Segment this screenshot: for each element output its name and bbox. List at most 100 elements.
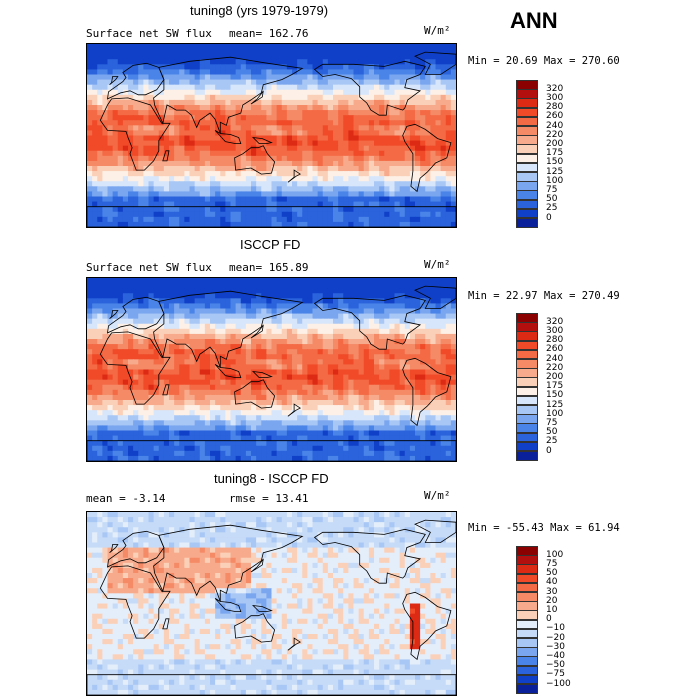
map-cell — [189, 125, 196, 132]
map-cell — [184, 155, 191, 162]
map-cell — [158, 155, 165, 162]
map-cell — [148, 369, 155, 376]
map-cell — [225, 110, 232, 116]
map-cell — [399, 171, 406, 177]
map-cell — [245, 64, 252, 71]
map-cell — [450, 359, 456, 366]
map-cell — [153, 206, 160, 213]
map-cell — [194, 354, 201, 360]
map-cell — [292, 176, 298, 182]
map-cell — [420, 130, 426, 137]
map-cell — [374, 84, 380, 91]
map-cell — [420, 293, 426, 299]
map-cell — [368, 201, 375, 208]
map-cell — [286, 140, 293, 147]
map-cell — [153, 79, 160, 86]
map-cell — [430, 110, 437, 116]
map-cell — [169, 211, 175, 218]
map-cell — [230, 135, 237, 142]
map-cell — [368, 211, 375, 218]
map-cell — [302, 216, 308, 223]
map-cell — [394, 44, 401, 50]
map-cell — [148, 405, 155, 411]
map-cell — [425, 105, 431, 111]
map-cell — [220, 150, 226, 157]
map-cell — [276, 44, 283, 50]
map-cell — [322, 405, 329, 411]
map-cell — [302, 293, 308, 299]
map-cell — [122, 64, 129, 71]
map-cell — [307, 318, 314, 325]
map-cell — [435, 400, 442, 406]
map-cell — [230, 196, 237, 203]
map-cell — [251, 425, 257, 432]
map-cell — [138, 166, 144, 172]
map-cell — [415, 64, 421, 71]
map-cell — [420, 318, 426, 325]
map-cell — [225, 44, 232, 50]
map-cell — [368, 94, 375, 101]
map-cell — [169, 298, 175, 305]
map-cell — [409, 206, 416, 213]
map-cell — [317, 303, 324, 310]
map-cell — [204, 64, 211, 71]
map-cell — [194, 54, 201, 60]
map-cell — [112, 186, 119, 193]
map-cell — [343, 339, 349, 345]
map-cell — [322, 293, 329, 299]
map-cell — [343, 216, 349, 223]
map-cell — [409, 94, 416, 101]
map-cell — [245, 333, 252, 340]
map-cell — [194, 171, 201, 177]
map-cell — [348, 166, 355, 172]
map-cell — [297, 216, 303, 223]
map-cell — [204, 364, 211, 371]
map-cell — [251, 110, 257, 116]
map-cell — [169, 384, 175, 391]
map-cell — [348, 181, 355, 187]
map-cell — [292, 99, 298, 106]
map-cell — [256, 313, 262, 320]
map-cell — [220, 44, 226, 50]
map-cell — [384, 298, 390, 305]
map-cell — [158, 364, 165, 371]
map-cell — [235, 303, 242, 310]
map-cell — [256, 288, 262, 294]
map-cell — [440, 54, 447, 60]
map-cell — [435, 359, 442, 366]
map-cell — [276, 359, 283, 366]
map-cell — [112, 405, 119, 411]
map-cell — [261, 384, 267, 391]
map-cell — [276, 379, 283, 386]
map-cell — [271, 420, 278, 427]
map-cell — [230, 84, 237, 91]
map-cell — [302, 318, 308, 325]
map-cell — [158, 125, 165, 132]
map-cell — [133, 333, 139, 340]
map-cell — [353, 206, 360, 213]
map-cell — [133, 430, 139, 437]
map-cell — [348, 201, 355, 208]
map-cell — [271, 400, 278, 406]
map-cell — [189, 405, 196, 411]
map-cell — [281, 308, 288, 315]
map-cell — [169, 364, 175, 371]
map-cell — [384, 44, 390, 50]
map-cell — [189, 278, 196, 284]
map-cell — [384, 354, 390, 360]
map-cell — [353, 425, 360, 432]
map-cell — [404, 369, 411, 376]
map-cell — [317, 283, 324, 289]
map-cell — [102, 74, 109, 81]
map-cell — [394, 176, 401, 182]
map-cell — [338, 191, 344, 198]
map-cell — [97, 59, 103, 65]
map-cell — [353, 171, 360, 177]
map-cell — [394, 374, 401, 381]
map-cell — [204, 339, 211, 345]
map-cell — [379, 374, 385, 381]
map-cell — [307, 374, 314, 381]
map-cell — [430, 44, 437, 50]
map-cell — [163, 145, 170, 152]
map-cell — [240, 110, 247, 116]
